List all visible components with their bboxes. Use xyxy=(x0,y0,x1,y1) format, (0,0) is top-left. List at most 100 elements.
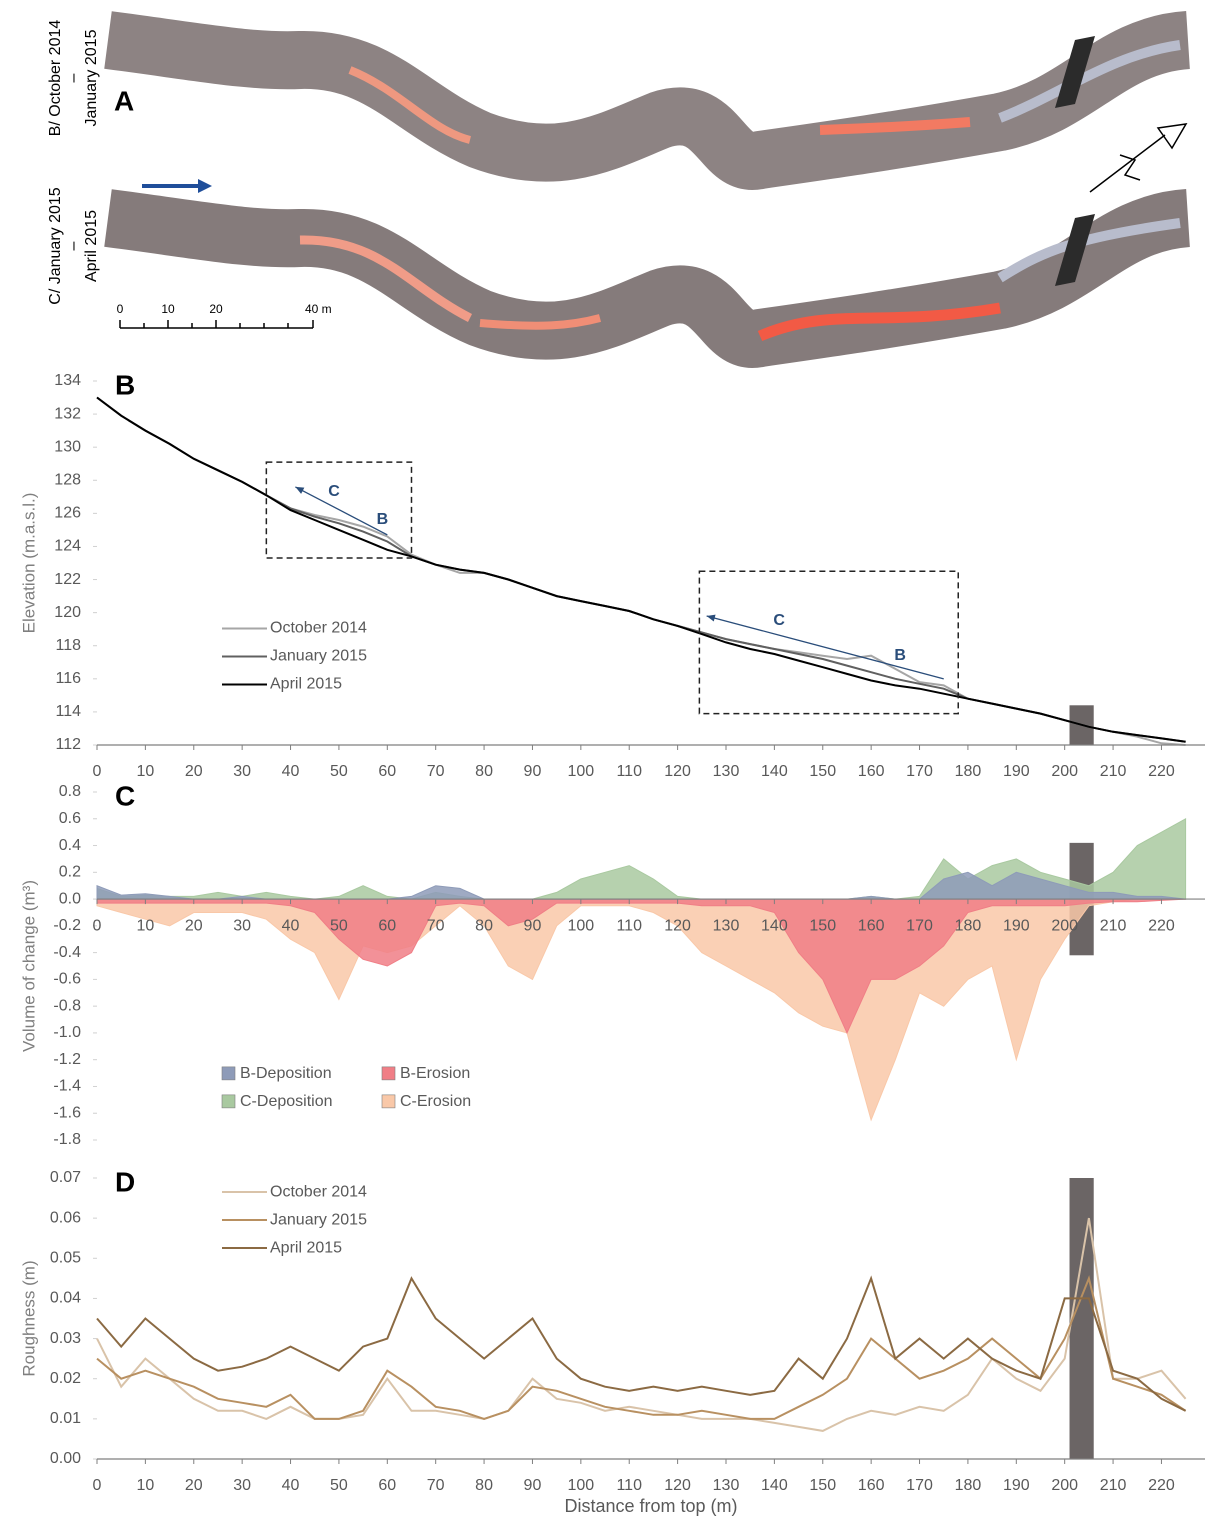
y-tick-label: 0.04 xyxy=(50,1290,81,1307)
flow-arrow-head xyxy=(198,179,212,193)
legend-swatch xyxy=(221,1066,236,1081)
y-tick-label: 0.2 xyxy=(59,864,81,881)
x-tick-label: 70 xyxy=(427,917,445,934)
legend-label: January 2015 xyxy=(270,1211,367,1228)
x-tick-label: 170 xyxy=(906,1477,933,1494)
water-patch xyxy=(997,218,1181,283)
change-patch xyxy=(348,66,472,144)
x-tick-label: 200 xyxy=(1051,763,1078,780)
y-tick-label: 0.4 xyxy=(59,837,81,854)
charts: 112 114 116 118 120 122 124 126 128 130 132 134 Elev… xyxy=(19,369,1205,1516)
x-tick-label: 90 xyxy=(524,1477,542,1494)
x-tick-label: 90 xyxy=(524,917,542,934)
x-tick-label: 70 xyxy=(427,763,445,780)
y-tick-label: 132 xyxy=(54,405,81,422)
annotation-label: B xyxy=(377,511,389,528)
annotation-label: C xyxy=(328,483,340,500)
change-patch xyxy=(819,117,971,135)
north-arrow xyxy=(1089,123,1188,193)
y-tick-label: 0.8 xyxy=(59,783,81,800)
legend-swatch xyxy=(381,1094,396,1109)
y-tick-label: 118 xyxy=(55,637,81,654)
y-tick-label: 0.6 xyxy=(59,810,81,827)
panel-label: C xyxy=(115,780,135,811)
x-tick-label: 0 xyxy=(93,1477,102,1494)
y-tick-label: 0.06 xyxy=(50,1209,81,1226)
map-label: C/ January 2015 xyxy=(47,187,64,305)
x-tick-label: 60 xyxy=(378,917,396,934)
y-tick-label: -1.2 xyxy=(53,1051,81,1068)
panel-label: D xyxy=(115,1166,135,1197)
x-tick-label: 40 xyxy=(282,1477,300,1494)
x-tick-label: 20 xyxy=(185,763,203,780)
x-tick-label: 70 xyxy=(427,1477,445,1494)
legend-swatch xyxy=(221,1094,236,1109)
change-patch xyxy=(299,235,473,323)
north-arrow-shape xyxy=(1089,123,1188,193)
y-tick-label: 112 xyxy=(55,736,81,753)
x-tick-label: 60 xyxy=(378,763,396,780)
x-tick-label: 190 xyxy=(1003,1477,1030,1494)
x-tick-label: 130 xyxy=(713,917,740,934)
map-label: – xyxy=(65,241,82,250)
x-tick-label: 200 xyxy=(1051,1477,1078,1494)
series-line xyxy=(96,1275,1187,1420)
x-tick-label: 50 xyxy=(330,1477,348,1494)
x-tick-label: 220 xyxy=(1148,763,1175,780)
x-tick-label: 150 xyxy=(809,763,836,780)
x-tick-label: 100 xyxy=(567,763,594,780)
x-tick-label: 100 xyxy=(567,917,594,934)
flow-arrow xyxy=(142,179,212,193)
x-tick-label: 130 xyxy=(713,1477,740,1494)
x-tick-label: 170 xyxy=(906,763,933,780)
y-tick-label: -1.6 xyxy=(53,1104,81,1121)
annotation-label: C xyxy=(773,612,785,629)
panel-label: B xyxy=(115,369,135,400)
x-tick-label: 180 xyxy=(955,763,982,780)
y-axis-title: Volume of change (m³) xyxy=(19,880,38,1052)
y-tick-label: 0.02 xyxy=(50,1370,81,1387)
x-tick-label: 20 xyxy=(185,1477,203,1494)
x-tick-label: 180 xyxy=(955,917,982,934)
change-patch xyxy=(757,302,1001,342)
x-tick-label: 140 xyxy=(761,1477,788,1494)
x-tick-label: 140 xyxy=(761,763,788,780)
y-tick-label: 0.03 xyxy=(50,1330,81,1347)
x-tick-label: 40 xyxy=(282,763,300,780)
x-tick-label: 60 xyxy=(378,1477,396,1494)
y-tick-label: 120 xyxy=(54,604,81,621)
y-tick-label: 126 xyxy=(54,505,81,522)
x-tick-label: 50 xyxy=(330,763,348,780)
x-tick-label: 80 xyxy=(475,917,493,934)
x-tick-label: 140 xyxy=(761,917,788,934)
x-tick-label: 0 xyxy=(93,917,102,934)
x-axis-title: Distance from top (m) xyxy=(564,1496,737,1516)
annotation-box xyxy=(698,570,959,715)
y-tick-label: 128 xyxy=(54,471,81,488)
legend-label: B-Erosion xyxy=(400,1065,470,1082)
annotation-arrowhead xyxy=(295,486,305,494)
series-line xyxy=(96,396,1186,746)
legend-label: April 2015 xyxy=(270,676,342,693)
x-tick-label: 210 xyxy=(1100,1477,1127,1494)
y-tick-label: 134 xyxy=(54,372,81,389)
legend-label: April 2015 xyxy=(270,1239,342,1256)
map-label: January 2015 xyxy=(83,29,100,126)
orthophoto-c xyxy=(104,189,1191,368)
annotation-arrow xyxy=(295,486,388,536)
y-tick-label: -1.8 xyxy=(53,1131,81,1148)
x-tick-label: 30 xyxy=(233,763,251,780)
annotation-arrowhead xyxy=(706,614,716,622)
series-line xyxy=(96,396,1186,743)
x-tick-label: 120 xyxy=(664,917,691,934)
series-line xyxy=(96,396,1186,743)
x-tick-label: 150 xyxy=(809,1477,836,1494)
legend-swatch xyxy=(381,1066,396,1081)
legend-label: January 2015 xyxy=(270,648,367,665)
y-tick-label: 130 xyxy=(54,438,81,455)
river-reach xyxy=(104,189,1191,368)
scale-bar xyxy=(119,320,314,329)
scale-label: 40 m xyxy=(305,302,332,316)
y-tick-label: 0.0 xyxy=(59,890,81,907)
